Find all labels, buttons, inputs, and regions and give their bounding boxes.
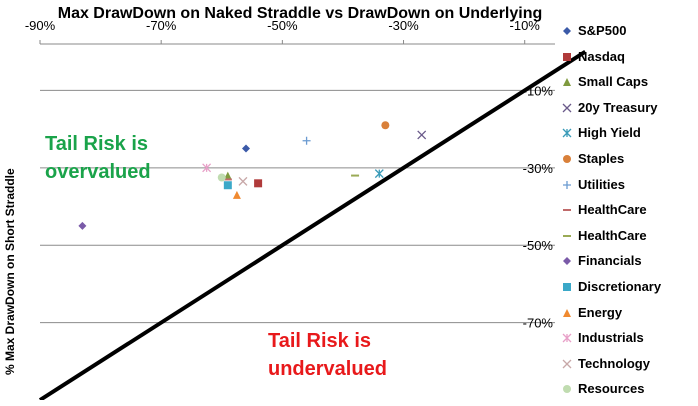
data-point [374, 169, 384, 179]
y-tick-label: -30% [523, 161, 554, 176]
legend-item: HealthCare [560, 201, 698, 227]
legend-marker-shape [563, 257, 571, 266]
legend-item: Staples [560, 150, 698, 176]
legend-item: Industrials [560, 329, 698, 355]
data-point [223, 171, 232, 180]
legend-label: Utilities [578, 176, 625, 192]
overvalued-annotation-line-1: Tail Risk is [45, 133, 149, 155]
legend-marker-shape [562, 103, 572, 113]
overvalued-annotation-line-2: overvalued [45, 161, 151, 183]
legend-label: Financials [578, 253, 642, 269]
data-point [238, 176, 248, 186]
legend-marker-shape [562, 128, 572, 138]
legend-marker [563, 154, 571, 163]
legend-marker-shape [563, 308, 571, 317]
legend-item: Technology [560, 355, 698, 381]
overvalued-annotation: Tail Risk is overvalued [45, 130, 151, 186]
legend-marker-shape [562, 333, 572, 343]
legend-marker [563, 27, 571, 35]
legend-item: Resources [560, 380, 698, 406]
x-tick-label: -50% [267, 18, 298, 33]
legend-label: HealthCare [578, 202, 647, 218]
data-point [202, 163, 212, 173]
legend-marker-shape [563, 52, 571, 61]
legend-label: Staples [578, 150, 625, 166]
legend-item: High Yield [560, 124, 698, 150]
legend-marker [563, 282, 571, 291]
legend-item: Small Caps [560, 73, 698, 99]
data-point [232, 190, 241, 199]
legend-marker [563, 257, 571, 266]
legend-marker [563, 209, 571, 212]
legend-item: Energy [560, 304, 698, 330]
legend-marker-shape [563, 180, 571, 189]
legend-marker-shape [563, 282, 571, 291]
legend-label: Industrials [578, 330, 644, 346]
legend-marker [563, 52, 571, 61]
data-point [417, 130, 427, 140]
reference-line [38, 50, 587, 400]
legend-item: Financials [560, 252, 698, 278]
legend-marker [562, 103, 572, 113]
legend-marker [563, 385, 571, 394]
data-point [302, 136, 311, 145]
x-tick-label: -10% [510, 18, 541, 33]
chart-title: Max DrawDown on Naked Straddle vs DrawDo… [57, 5, 543, 22]
legend-item: Nasdaq [560, 48, 698, 74]
legend-marker-shape [563, 78, 571, 87]
y-tick-label: -70% [523, 316, 554, 331]
legend-label: Nasdaq [578, 48, 625, 64]
data-point [242, 144, 250, 153]
data-point [78, 221, 87, 230]
legend-marker-shape [562, 359, 572, 369]
legend-marker [562, 128, 572, 138]
legend-marker [563, 308, 571, 317]
legend-label: Energy [578, 304, 623, 320]
x-tick-label: -70% [146, 18, 177, 33]
legend-label: High Yield [578, 125, 641, 141]
legend-marker [562, 333, 572, 343]
legend-marker-shape [563, 385, 571, 394]
legend-label: Technology [578, 355, 650, 371]
legend-marker-shape [563, 154, 571, 163]
legend-label: Discretionary [578, 278, 662, 294]
undervalued-annotation-line-1: Tail Risk is [268, 330, 372, 352]
legend-item: HealthCare [560, 227, 698, 253]
legend-marker [562, 359, 572, 369]
x-tick-label: -90% [25, 18, 56, 33]
legend-label: 20y Treasury [578, 99, 658, 115]
undervalued-annotation-line-2: undervalued [268, 358, 387, 380]
legend-item: 20y Treasury [560, 99, 698, 125]
data-point [217, 173, 226, 182]
legend-marker [563, 78, 571, 87]
y-tick-label: -50% [523, 238, 554, 253]
data-point [381, 121, 390, 130]
legend-label: HealthCare [578, 227, 647, 243]
legend-item: Discretionary [560, 278, 698, 304]
legend-marker [563, 234, 571, 237]
y-axis-label: % Max DrawDown on Short Straddle [3, 168, 17, 375]
data-point [223, 181, 232, 190]
legend-marker-shape [563, 27, 571, 35]
legend-item: Utilities [560, 176, 698, 202]
data-point [254, 179, 263, 188]
legend: S&P500 Nasdaq Small Caps 20y Treasury High Y… [560, 22, 698, 406]
undervalued-annotation: Tail Risk is undervalued [268, 327, 387, 383]
legend-item: S&P500 [560, 22, 698, 48]
x-tick-label: -30% [388, 18, 419, 33]
legend-label: S&P500 [578, 23, 627, 38]
legend-marker [563, 180, 571, 189]
legend-label: Small Caps [578, 74, 649, 90]
legend-label: Resources [578, 381, 645, 397]
